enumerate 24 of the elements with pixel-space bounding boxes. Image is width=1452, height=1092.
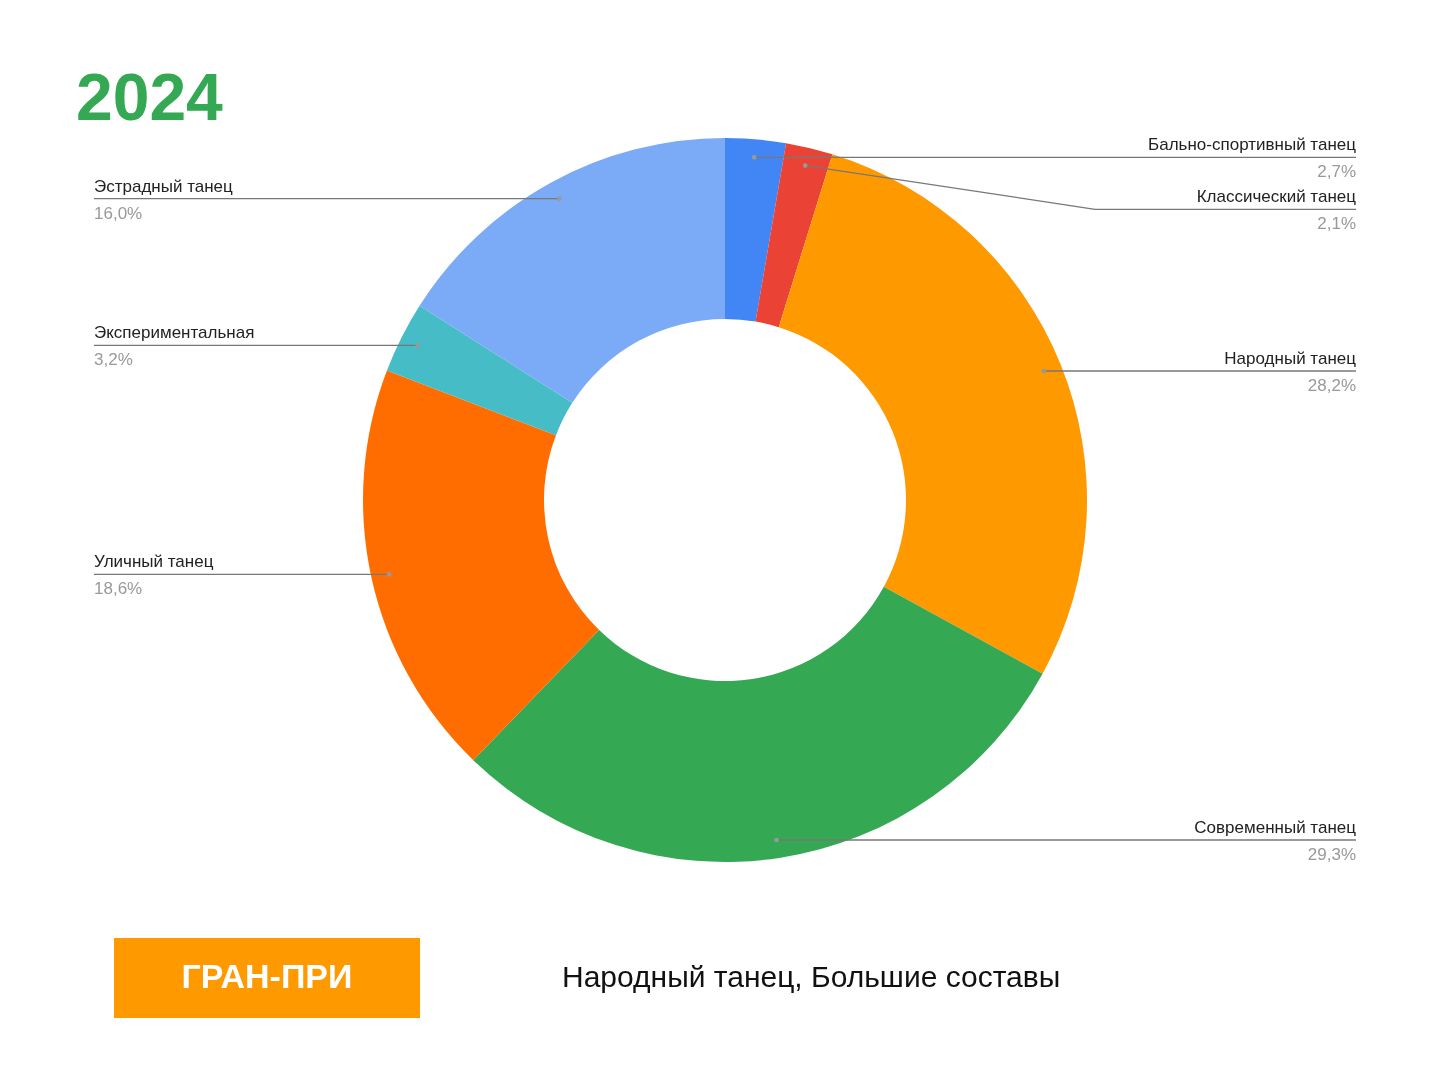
donut-slice: [725, 138, 787, 322]
slice-label: Эстрадный танец: [94, 176, 234, 196]
data-label: 3,2%: [94, 350, 133, 370]
data-label: 2,1%: [1317, 214, 1356, 234]
slice-label: Современный танец: [1194, 818, 1357, 838]
slice-label: Классический танец: [1196, 187, 1357, 207]
data-label: 28,2%: [1307, 376, 1356, 396]
chart-title: 2024: [76, 60, 224, 134]
slice-label: Уличный танец: [94, 552, 214, 572]
donut-slice: [473, 586, 1043, 862]
text: Народный танец, Большие составы: [562, 960, 1061, 993]
donut-slice: [755, 143, 833, 328]
donut-slice: [363, 370, 600, 761]
data-label: 2,7%: [1317, 162, 1356, 182]
data-label: 29,3%: [1307, 845, 1356, 865]
slice-label: Народный танец: [1224, 349, 1357, 369]
donut-slice: [386, 305, 573, 436]
data-label: 18,6%: [94, 579, 143, 599]
text: ГРАН-ПРИ: [181, 957, 353, 995]
donut-slice: [419, 138, 725, 403]
data-label: 16,0%: [94, 203, 143, 223]
donut-slice: [778, 154, 1087, 674]
slice-label: Бально-спортивный танец: [1148, 135, 1357, 155]
slice-label: Экспериментальная: [94, 323, 255, 343]
